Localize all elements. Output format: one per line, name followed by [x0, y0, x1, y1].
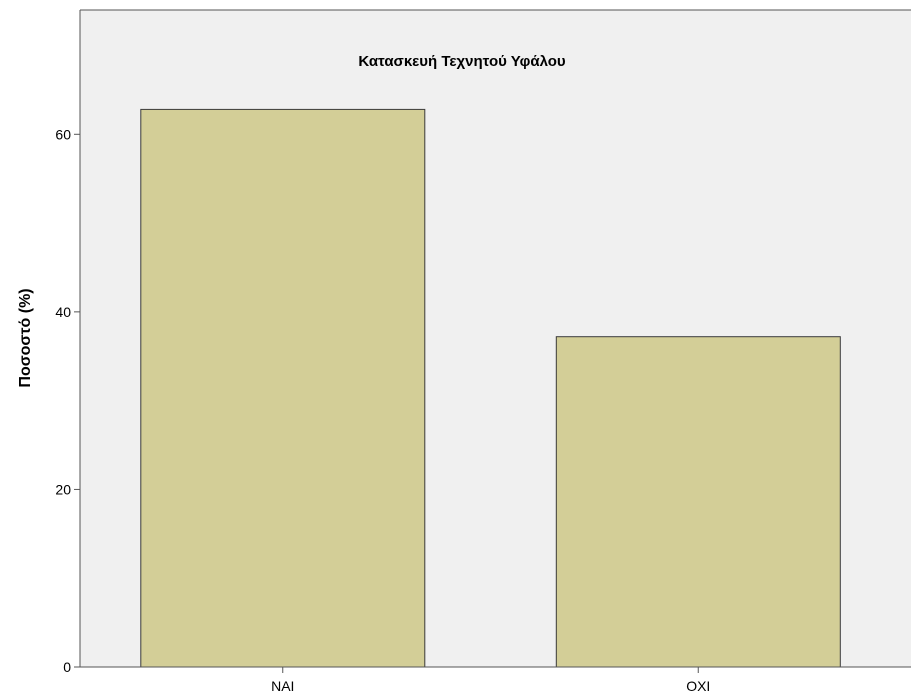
y-axis-label: Ποσοστό (%)	[17, 288, 34, 387]
x-tick-label: ΟΧΙ	[686, 678, 710, 694]
y-tick-label: 0	[63, 659, 71, 675]
y-tick-label: 20	[55, 481, 71, 497]
chart-title: Κατασκευή Τεχνητού Υφάλου	[358, 53, 566, 70]
x-tick-label: ΝΑΙ	[271, 678, 294, 694]
bar-2	[555, 336, 841, 668]
axes-layer: 0 20 40 60 ΝΑΙ ΟΧΙ	[55, 9, 911, 694]
y-tick-label: 60	[55, 126, 71, 142]
bar-1	[140, 108, 426, 668]
bars-layer	[140, 108, 841, 668]
y-tick-label: 40	[55, 304, 71, 320]
